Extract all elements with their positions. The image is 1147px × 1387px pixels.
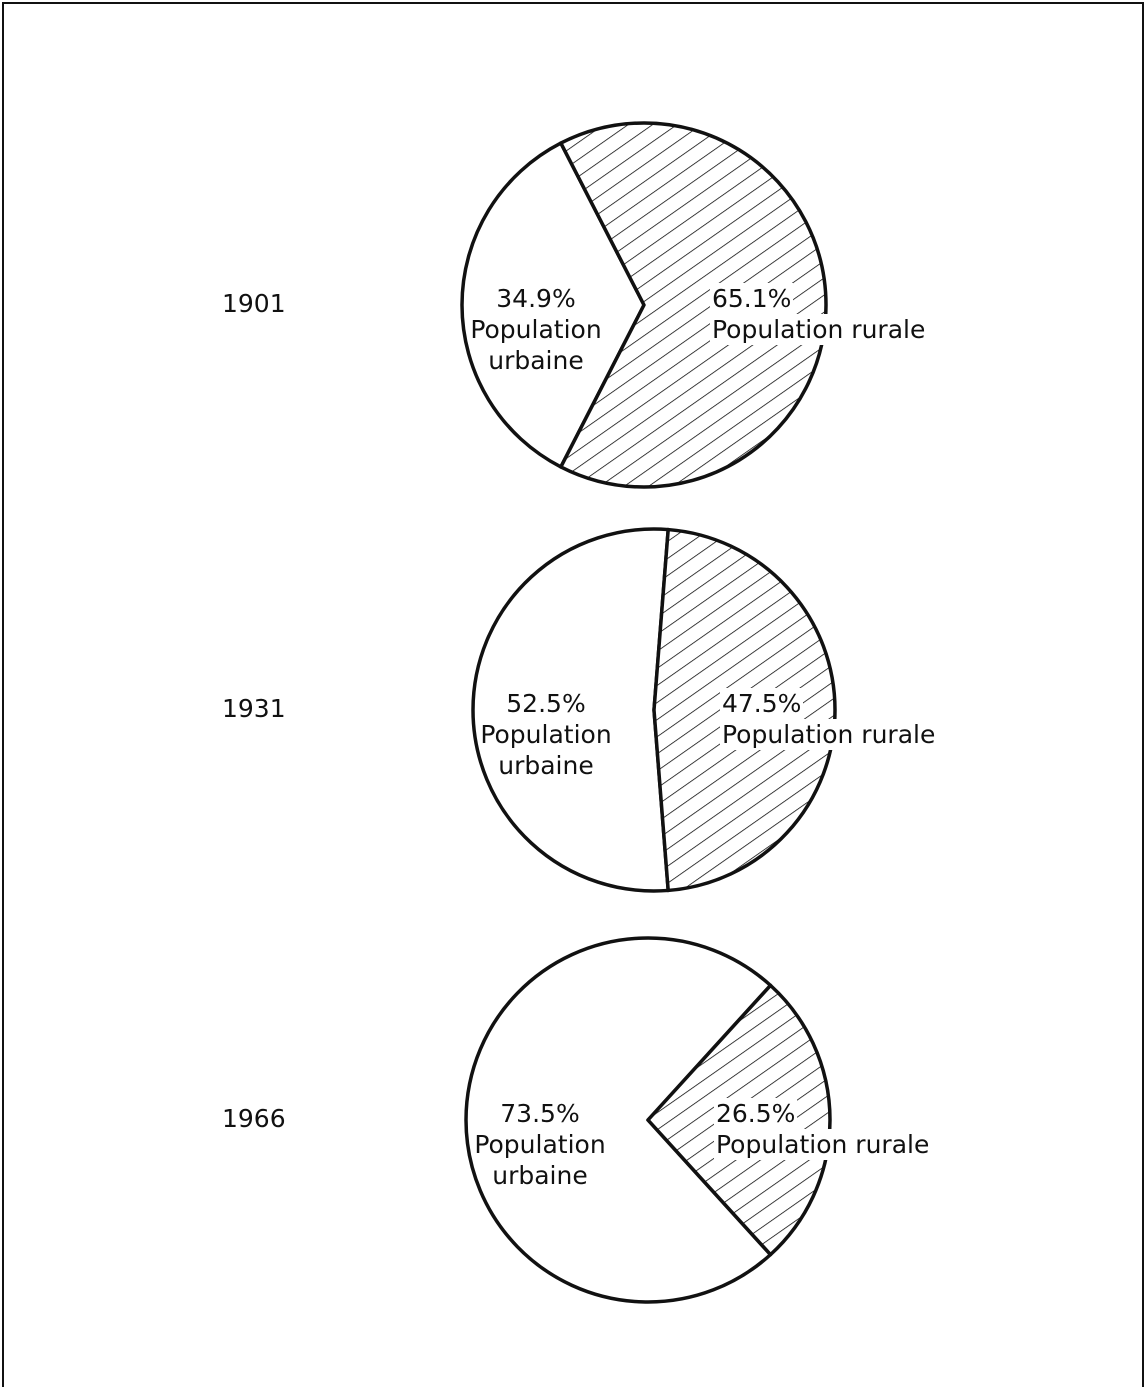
category-label: Population urbaine (480, 720, 612, 780)
category-label: Population urbaine (474, 1130, 606, 1190)
urban-label: 73.5% Population urbaine (465, 1098, 615, 1191)
pie-slice (559, 121, 828, 489)
value-label: 52.5% (506, 689, 586, 718)
value-label: 73.5% (500, 1099, 580, 1128)
year-label: 1966 (222, 1104, 286, 1133)
value-label: 47.5% (720, 688, 804, 719)
pie-slice (471, 527, 670, 893)
pie-slice (460, 141, 646, 469)
category-label: Population rurale (720, 719, 938, 750)
value-label: 34.9% (496, 284, 576, 313)
rural-label: 26.5% Population rurale (714, 1098, 932, 1160)
year-label: 1901 (222, 289, 286, 318)
category-label: Population rurale (710, 314, 928, 345)
value-label: 65.1% (710, 283, 794, 314)
pie-slice (464, 936, 773, 1304)
category-label: Population rurale (714, 1129, 932, 1160)
urban-label: 52.5% Population urbaine (471, 688, 621, 781)
rural-label: 65.1% Population rurale (710, 283, 928, 345)
category-label: Population urbaine (470, 315, 602, 375)
urban-label: 34.9% Population urbaine (461, 283, 611, 376)
value-label: 26.5% (714, 1098, 798, 1129)
year-label: 1931 (222, 694, 286, 723)
rural-label: 47.5% Population rurale (720, 688, 938, 750)
